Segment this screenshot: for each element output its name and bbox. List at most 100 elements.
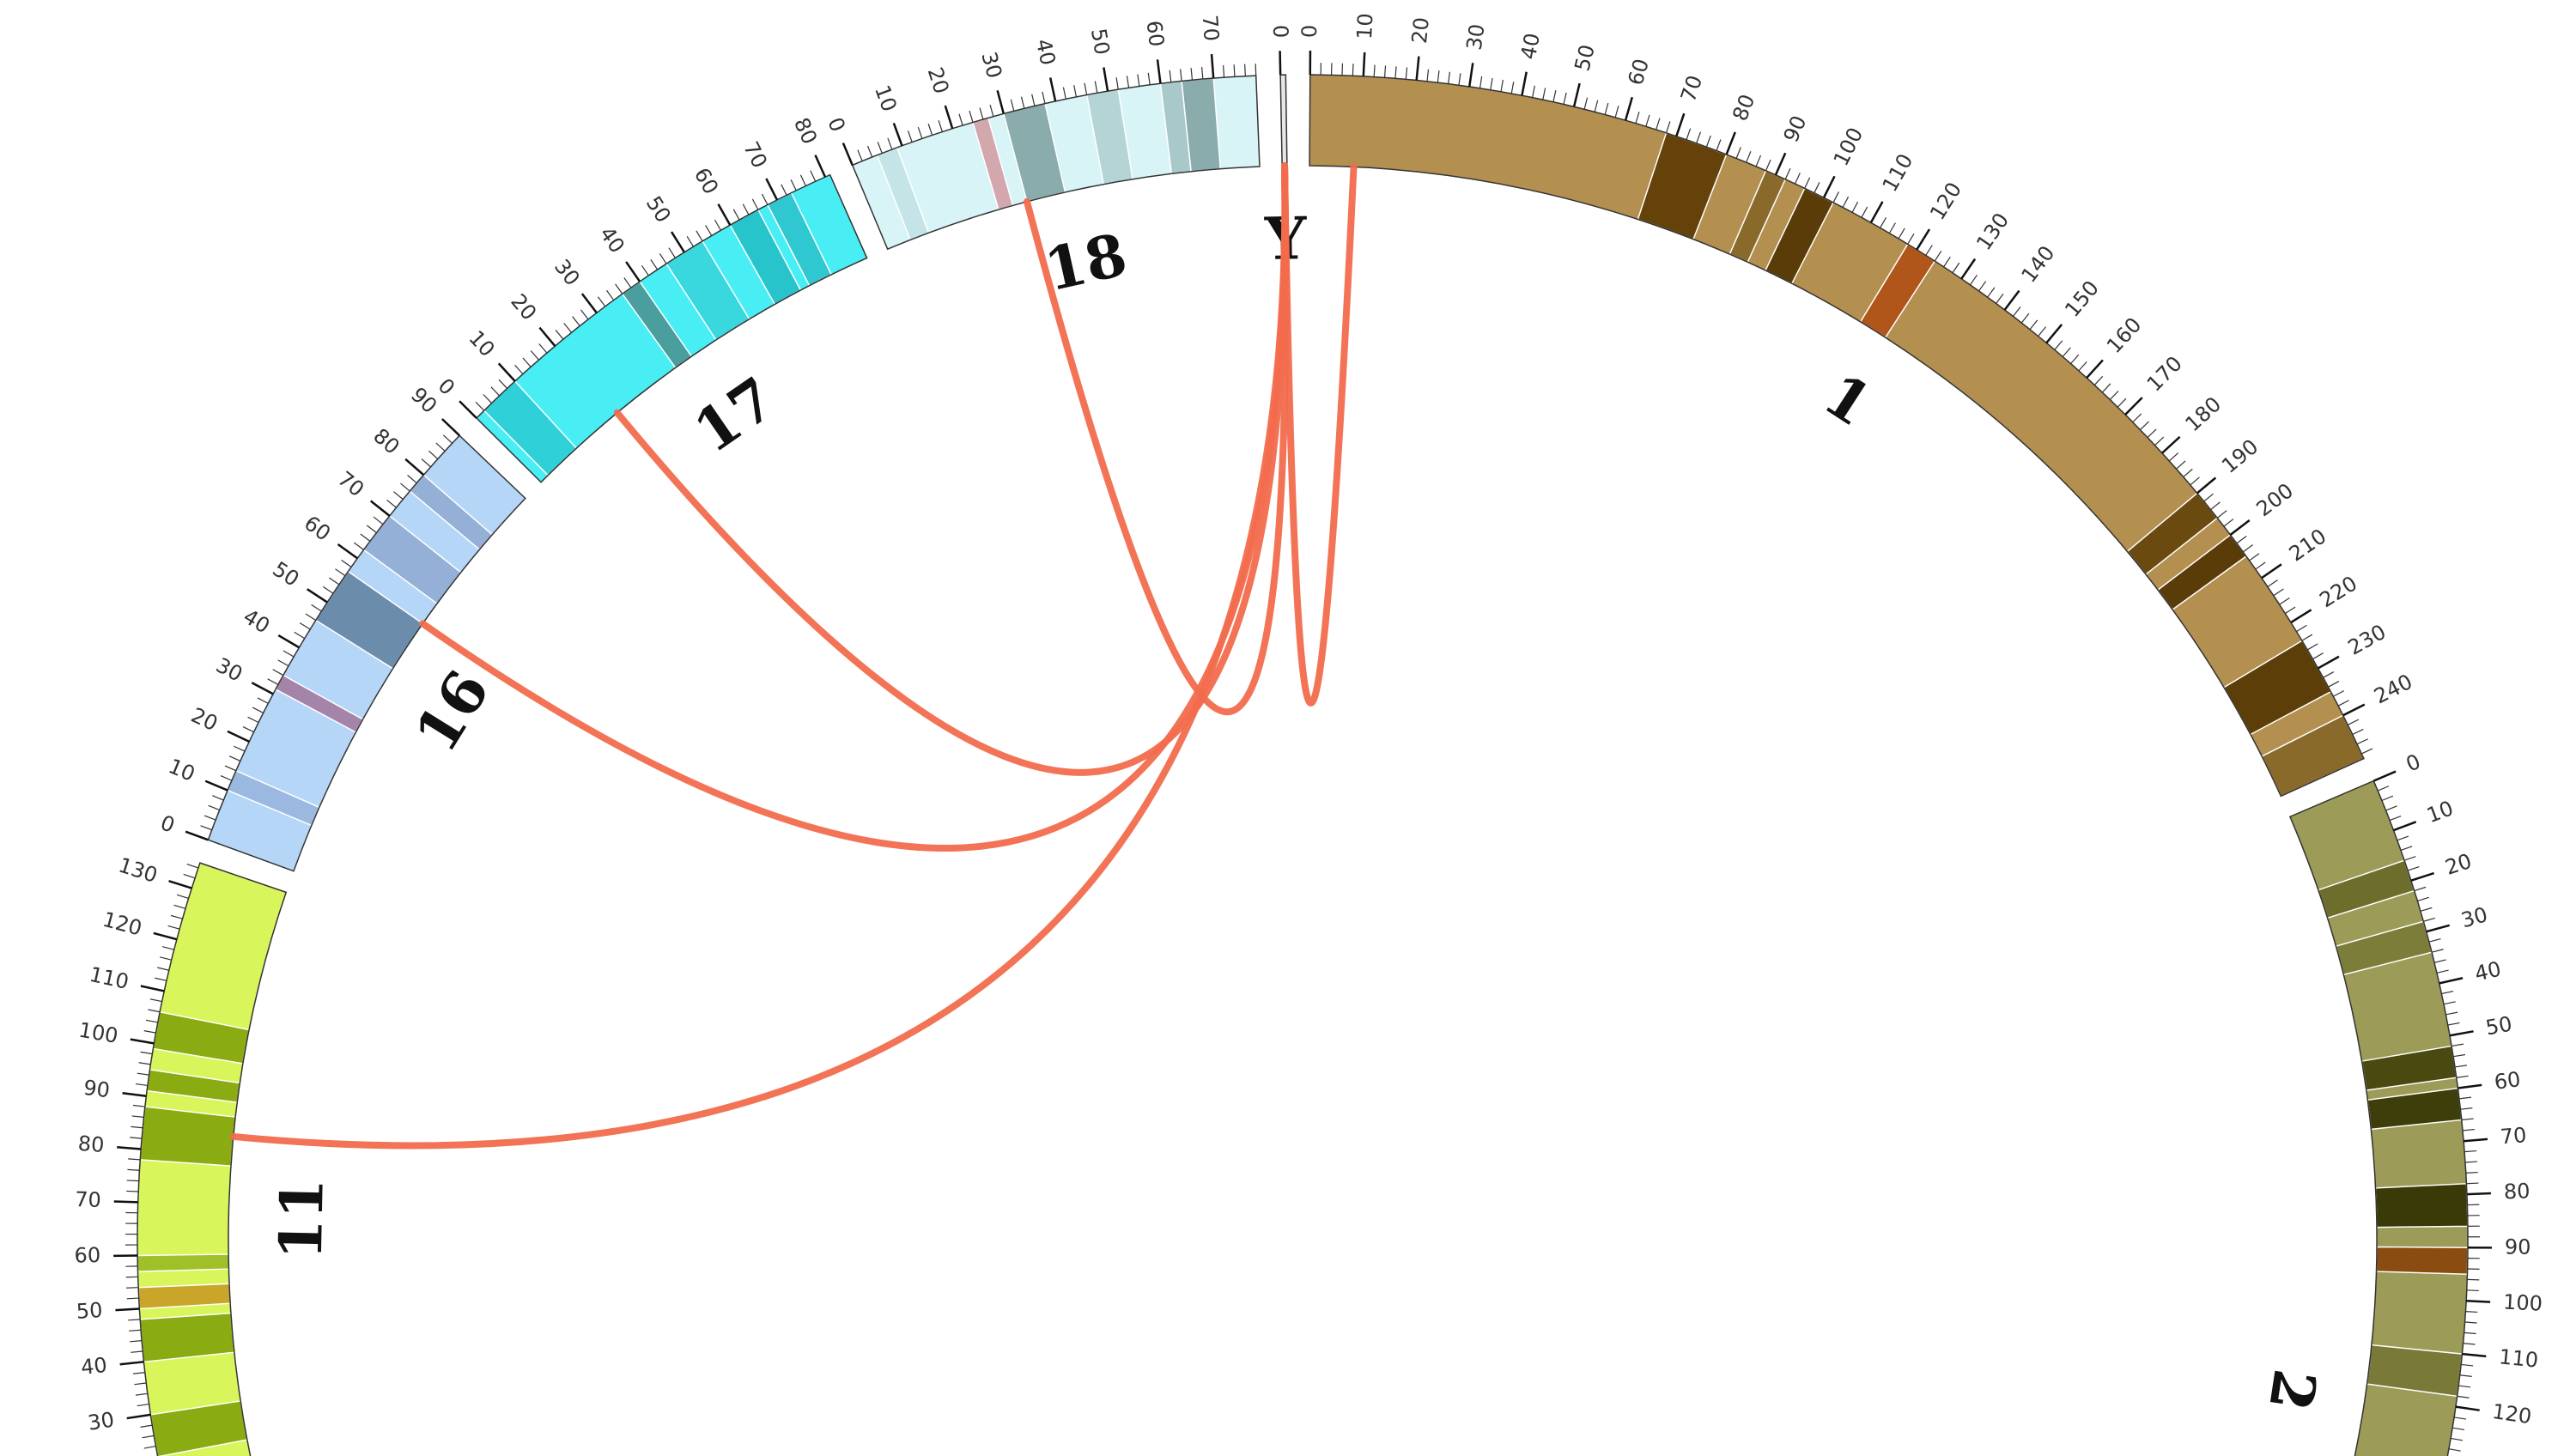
minor-tick: [2381, 795, 2394, 802]
minor-tick: [1490, 77, 1493, 90]
major-tick: [1675, 112, 1686, 137]
minor-tick: [2377, 786, 2390, 792]
minor-tick: [1500, 79, 1504, 92]
tick-label: 50: [1571, 42, 1600, 73]
major-tick: [2003, 289, 2020, 311]
minor-tick: [2284, 606, 2296, 615]
minor-tick: [1851, 201, 1859, 213]
link: [1024, 162, 1290, 716]
tick-label: 30: [976, 49, 1006, 81]
minor-tick: [2236, 536, 2247, 544]
minor-tick: [272, 669, 284, 676]
chromosome-outline: [475, 173, 868, 483]
tick-label: 40: [80, 1353, 108, 1380]
major-tick: [168, 879, 192, 889]
chromosome-band-base: [1309, 75, 2364, 797]
major-tick: [1521, 71, 1528, 96]
chromosome-outline: [851, 75, 1261, 251]
tick-label: 0: [1297, 25, 1321, 38]
minor-tick: [1169, 70, 1172, 82]
minor-tick: [538, 343, 548, 354]
tick-label: 50: [2484, 1012, 2514, 1040]
minor-tick: [1373, 64, 1376, 77]
tick-label: 50: [76, 1298, 103, 1324]
tick-label: 100: [2502, 1289, 2543, 1315]
minor-tick: [2458, 1096, 2472, 1100]
tick-label: 160: [2102, 312, 2147, 358]
tick-label: 80: [789, 114, 822, 148]
link: [229, 162, 1289, 1150]
major-tick: [1103, 67, 1109, 92]
minor-tick: [1563, 92, 1567, 105]
tick-label: 110: [88, 962, 131, 994]
minor-tick: [1735, 147, 1741, 159]
chromosome-label: 2: [2255, 1365, 2329, 1416]
major-tick: [1048, 77, 1057, 102]
minor-tick: [732, 209, 740, 221]
major-tick: [2449, 1030, 2474, 1037]
major-tick: [1869, 201, 1884, 223]
tick-label: 70: [333, 466, 368, 501]
minor-tick: [1073, 84, 1078, 97]
minor-tick: [299, 622, 311, 630]
chromosome: 0 10 20 30 40 50 60 70 80 90 100 110120130140150160…: [1297, 13, 2416, 798]
chromosome-outline: [1309, 74, 2365, 798]
minor-tick: [2385, 805, 2397, 811]
minor-tick: [989, 105, 994, 117]
minor-tick: [2465, 1311, 2478, 1313]
minor-tick: [857, 149, 863, 161]
minor-tick: [1645, 114, 1650, 127]
minor-tick: [1010, 99, 1015, 112]
minor-tick: [623, 277, 632, 288]
minor-tick: [1604, 102, 1609, 115]
minor-tick: [186, 863, 199, 869]
tick-label: 10: [165, 754, 198, 786]
minor-tick: [132, 1372, 145, 1374]
minor-tick: [322, 585, 334, 594]
minor-tick: [2054, 340, 2063, 350]
minor-tick: [252, 707, 264, 713]
tick-label: 90: [2505, 1235, 2531, 1259]
minor-tick: [234, 745, 246, 752]
minor-tick: [1907, 234, 1915, 245]
major-tick: [277, 634, 301, 649]
minor-tick: [2352, 728, 2364, 736]
minor-tick: [2454, 1417, 2467, 1420]
major-tick: [2317, 655, 2340, 670]
minor-tick: [659, 253, 667, 264]
major-tick: [2410, 871, 2434, 882]
tick-label: 20: [2442, 849, 2475, 880]
tick-label: 230: [2344, 620, 2391, 660]
major-tick: [2439, 977, 2464, 985]
major-tick: [2161, 435, 2181, 454]
minor-tick: [1352, 64, 1354, 76]
minor-tick: [2452, 1427, 2465, 1431]
minor-tick: [641, 265, 649, 276]
major-tick: [814, 155, 827, 178]
minor-tick: [1394, 66, 1397, 79]
tick-label: 180: [2181, 392, 2227, 437]
minor-tick: [2397, 835, 2409, 841]
minor-tick: [2109, 391, 2119, 401]
minor-tick: [157, 967, 169, 971]
tick-label: 0: [2403, 749, 2424, 777]
major-tick: [440, 418, 460, 437]
major-tick: [2462, 1352, 2487, 1358]
major-tick: [2464, 1138, 2488, 1143]
minor-tick: [283, 650, 295, 658]
minor-tick: [2441, 990, 2454, 995]
minor-tick: [2458, 1385, 2471, 1388]
minor-tick: [2466, 1289, 2479, 1292]
minor-tick: [615, 283, 623, 294]
major-tick: [122, 1092, 147, 1097]
major-tick: [944, 105, 954, 130]
minor-tick: [167, 925, 180, 930]
major-tick: [459, 400, 477, 419]
minor-tick: [360, 533, 371, 542]
tick-label: 200: [2252, 478, 2298, 521]
major-tick: [996, 90, 1005, 114]
minor-tick: [1583, 97, 1589, 110]
tick-label: 50: [268, 557, 303, 592]
minor-tick: [1814, 181, 1820, 194]
minor-tick: [2223, 519, 2234, 527]
